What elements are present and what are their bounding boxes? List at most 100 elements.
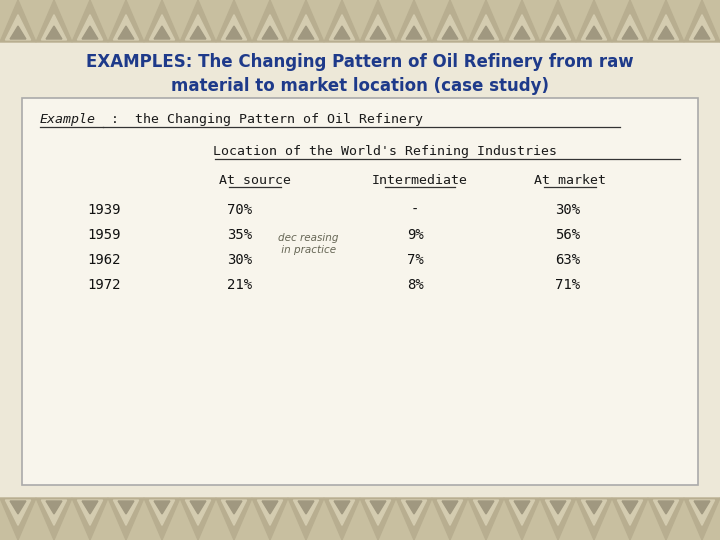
- Polygon shape: [216, 0, 252, 42]
- Polygon shape: [329, 15, 355, 40]
- Polygon shape: [622, 26, 638, 39]
- Polygon shape: [180, 0, 216, 42]
- Polygon shape: [46, 26, 62, 39]
- Polygon shape: [402, 500, 426, 525]
- Polygon shape: [360, 498, 396, 540]
- Polygon shape: [186, 15, 210, 40]
- Polygon shape: [36, 498, 72, 540]
- Text: Example: Example: [40, 113, 96, 126]
- Polygon shape: [0, 498, 36, 540]
- Polygon shape: [10, 501, 26, 514]
- Polygon shape: [478, 501, 494, 514]
- Polygon shape: [684, 0, 720, 42]
- Polygon shape: [504, 498, 540, 540]
- Polygon shape: [550, 26, 566, 39]
- Polygon shape: [144, 0, 180, 42]
- Polygon shape: [10, 26, 26, 39]
- Polygon shape: [6, 15, 30, 40]
- Polygon shape: [684, 498, 720, 540]
- Polygon shape: [298, 501, 314, 514]
- Polygon shape: [72, 498, 108, 540]
- Polygon shape: [510, 500, 534, 525]
- Text: 63%: 63%: [555, 253, 580, 267]
- Polygon shape: [114, 15, 138, 40]
- Polygon shape: [118, 26, 134, 39]
- Text: 1972: 1972: [87, 278, 120, 292]
- Polygon shape: [658, 501, 674, 514]
- Polygon shape: [546, 15, 571, 40]
- Polygon shape: [586, 26, 602, 39]
- Polygon shape: [648, 0, 684, 42]
- Polygon shape: [42, 500, 66, 525]
- Polygon shape: [514, 26, 530, 39]
- Text: 70%: 70%: [228, 203, 253, 217]
- Polygon shape: [690, 500, 714, 525]
- Text: EXAMPLES: The Changing Pattern of Oil Refinery from raw: EXAMPLES: The Changing Pattern of Oil Re…: [86, 53, 634, 71]
- Text: 1939: 1939: [87, 203, 120, 217]
- Polygon shape: [78, 15, 102, 40]
- Polygon shape: [46, 501, 62, 514]
- Polygon shape: [432, 0, 468, 42]
- Polygon shape: [510, 15, 534, 40]
- Polygon shape: [432, 498, 468, 540]
- Polygon shape: [438, 500, 463, 525]
- Polygon shape: [694, 501, 710, 514]
- Polygon shape: [150, 15, 174, 40]
- Text: 21%: 21%: [228, 278, 253, 292]
- Polygon shape: [654, 15, 679, 40]
- Polygon shape: [154, 501, 170, 514]
- Polygon shape: [540, 498, 576, 540]
- Polygon shape: [258, 15, 283, 40]
- Polygon shape: [329, 500, 355, 525]
- Polygon shape: [78, 500, 102, 525]
- Text: material to market location (case study): material to market location (case study): [171, 77, 549, 95]
- Polygon shape: [186, 500, 210, 525]
- Polygon shape: [468, 0, 504, 42]
- Polygon shape: [622, 501, 638, 514]
- Polygon shape: [252, 0, 288, 42]
- Polygon shape: [658, 26, 674, 39]
- Polygon shape: [82, 26, 98, 39]
- Polygon shape: [576, 0, 612, 42]
- Polygon shape: [108, 0, 144, 42]
- Polygon shape: [190, 501, 206, 514]
- Polygon shape: [294, 500, 319, 525]
- Text: 7%: 7%: [407, 253, 423, 267]
- Polygon shape: [438, 15, 463, 40]
- Polygon shape: [294, 15, 319, 40]
- Polygon shape: [108, 498, 144, 540]
- Polygon shape: [150, 500, 174, 525]
- Text: 30%: 30%: [228, 253, 253, 267]
- Bar: [0, 0, 720, 42]
- Polygon shape: [298, 26, 314, 39]
- Polygon shape: [540, 0, 576, 42]
- Polygon shape: [474, 500, 498, 525]
- Polygon shape: [180, 498, 216, 540]
- Polygon shape: [42, 15, 66, 40]
- Text: dec reasing
 in practice: dec reasing in practice: [278, 233, 338, 255]
- Polygon shape: [36, 0, 72, 42]
- Polygon shape: [504, 0, 540, 42]
- Polygon shape: [442, 26, 458, 39]
- Polygon shape: [612, 0, 648, 42]
- Polygon shape: [72, 0, 108, 42]
- Text: 1962: 1962: [87, 253, 120, 267]
- Text: 30%: 30%: [555, 203, 580, 217]
- Polygon shape: [612, 498, 648, 540]
- Text: 1959: 1959: [87, 228, 120, 242]
- Polygon shape: [222, 500, 246, 525]
- Polygon shape: [654, 500, 679, 525]
- Text: 35%: 35%: [228, 228, 253, 242]
- Polygon shape: [576, 498, 612, 540]
- Polygon shape: [216, 498, 252, 540]
- Bar: [0, 498, 720, 540]
- Polygon shape: [406, 26, 422, 39]
- Polygon shape: [118, 501, 134, 514]
- Polygon shape: [546, 500, 571, 525]
- Polygon shape: [222, 15, 246, 40]
- Polygon shape: [365, 15, 391, 40]
- Polygon shape: [370, 26, 386, 39]
- Polygon shape: [288, 498, 324, 540]
- Polygon shape: [582, 15, 606, 40]
- Bar: [22, 98, 698, 485]
